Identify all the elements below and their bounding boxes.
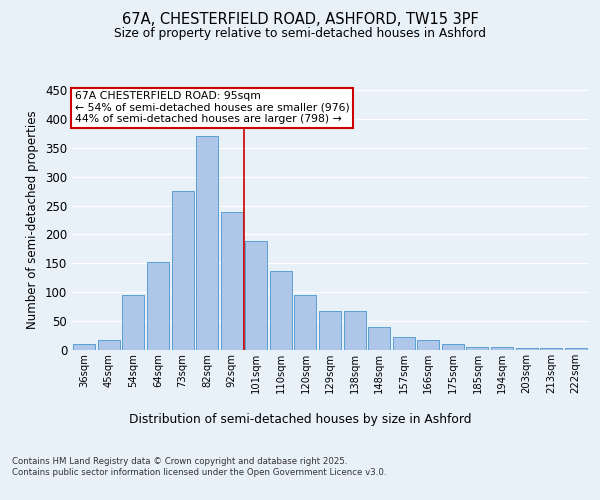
Text: 67A, CHESTERFIELD ROAD, ASHFORD, TW15 3PF: 67A, CHESTERFIELD ROAD, ASHFORD, TW15 3P… bbox=[122, 12, 478, 28]
Bar bbox=[221, 212, 243, 350]
Bar bbox=[515, 348, 538, 350]
Bar bbox=[466, 347, 488, 350]
Bar bbox=[147, 262, 169, 350]
Bar bbox=[344, 312, 365, 350]
Bar bbox=[565, 348, 587, 350]
Text: Distribution of semi-detached houses by size in Ashford: Distribution of semi-detached houses by … bbox=[129, 412, 471, 426]
Bar bbox=[73, 344, 95, 350]
Bar bbox=[245, 242, 268, 350]
Bar bbox=[319, 312, 341, 350]
Bar bbox=[392, 338, 415, 350]
Y-axis label: Number of semi-detached properties: Number of semi-detached properties bbox=[26, 110, 40, 330]
Bar bbox=[417, 340, 439, 350]
Bar bbox=[172, 191, 194, 350]
Bar bbox=[295, 295, 316, 350]
Text: Size of property relative to semi-detached houses in Ashford: Size of property relative to semi-detach… bbox=[114, 28, 486, 40]
Bar bbox=[122, 295, 145, 350]
Bar bbox=[442, 344, 464, 350]
Text: Contains HM Land Registry data © Crown copyright and database right 2025.
Contai: Contains HM Land Registry data © Crown c… bbox=[12, 458, 386, 477]
Bar bbox=[98, 340, 120, 350]
Bar bbox=[491, 347, 513, 350]
Text: 67A CHESTERFIELD ROAD: 95sqm
← 54% of semi-detached houses are smaller (976)
44%: 67A CHESTERFIELD ROAD: 95sqm ← 54% of se… bbox=[74, 92, 349, 124]
Bar bbox=[368, 327, 390, 350]
Bar bbox=[196, 136, 218, 350]
Bar bbox=[540, 348, 562, 350]
Bar bbox=[270, 272, 292, 350]
